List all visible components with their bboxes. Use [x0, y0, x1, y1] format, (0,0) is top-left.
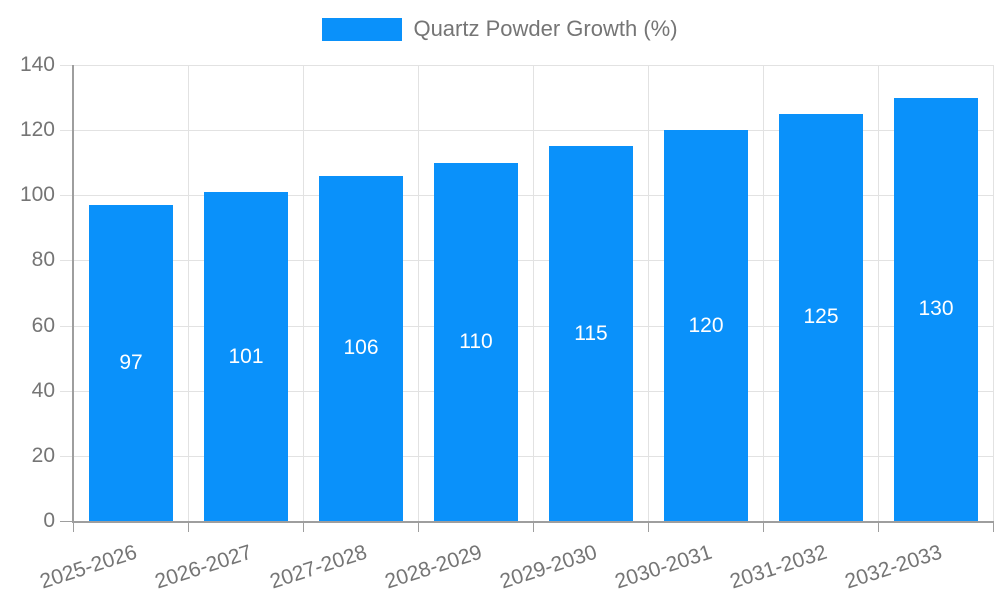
x-tick-mark — [188, 523, 189, 532]
bar-value-label: 115 — [574, 322, 608, 345]
y-tick-label: 120 — [19, 118, 55, 141]
bar — [549, 146, 633, 521]
y-tick-label: 40 — [31, 379, 55, 402]
bar — [89, 205, 173, 521]
x-gridline — [993, 65, 994, 521]
x-tick-mark — [878, 523, 879, 532]
x-tick-label: 2031-2032 — [726, 540, 830, 594]
y-tick-label: 20 — [31, 444, 55, 467]
x-tick-label: 2026-2027 — [151, 540, 255, 594]
bar-value-label: 125 — [803, 305, 839, 328]
bar-value-label: 120 — [688, 314, 724, 337]
bar — [894, 98, 978, 521]
x-gridline — [533, 65, 534, 521]
legend-swatch — [322, 17, 403, 41]
x-tick-mark — [303, 523, 304, 532]
y-tick-label: 140 — [19, 53, 55, 76]
x-gridline — [418, 65, 419, 521]
x-gridline — [303, 65, 304, 521]
bar — [664, 130, 748, 521]
bar-value-label: 101 — [228, 345, 264, 368]
x-tick-label: 2032-2033 — [841, 540, 945, 594]
x-tick-label: 2027-2028 — [266, 540, 370, 594]
y-tick-mark — [60, 195, 73, 196]
x-axis-line — [72, 521, 994, 523]
x-gridline — [878, 65, 879, 521]
x-gridline — [188, 65, 189, 521]
bar — [204, 192, 288, 521]
y-tick-label: 100 — [19, 183, 55, 206]
x-tick-mark — [533, 523, 534, 532]
y-tick-mark — [60, 260, 73, 261]
y-tick-mark — [60, 521, 73, 522]
x-tick-label: 2030-2031 — [611, 540, 715, 594]
y-tick-mark — [60, 326, 73, 327]
bar-value-label: 106 — [343, 336, 379, 359]
x-tick-mark — [763, 523, 764, 532]
bar — [779, 114, 863, 521]
bar — [434, 163, 518, 521]
x-tick-mark — [648, 523, 649, 532]
y-axis-line — [72, 65, 74, 521]
x-tick-label: 2025-2026 — [36, 540, 140, 594]
x-tick-mark — [73, 523, 74, 532]
bar — [319, 176, 403, 521]
x-tick-label: 2028-2029 — [381, 540, 485, 594]
x-gridline — [648, 65, 649, 521]
bar-value-label: 110 — [459, 330, 493, 353]
y-tick-label: 0 — [43, 509, 55, 532]
y-tick-mark — [60, 456, 73, 457]
y-tick-mark — [60, 391, 73, 392]
x-gridline — [763, 65, 764, 521]
y-tick-label: 80 — [31, 248, 55, 271]
bar-value-label: 97 — [119, 351, 143, 374]
y-tick-mark — [60, 65, 73, 66]
x-tick-mark — [418, 523, 419, 532]
y-tick-mark — [60, 130, 73, 131]
x-tick-label: 2029-2030 — [496, 540, 600, 594]
legend-label: Quartz Powder Growth (%) — [413, 16, 678, 41]
y-tick-label: 60 — [31, 314, 55, 337]
x-tick-mark — [993, 523, 994, 532]
bar-value-label: 130 — [918, 297, 954, 320]
legend[interactable]: Quartz Powder Growth (%) — [0, 16, 1000, 42]
